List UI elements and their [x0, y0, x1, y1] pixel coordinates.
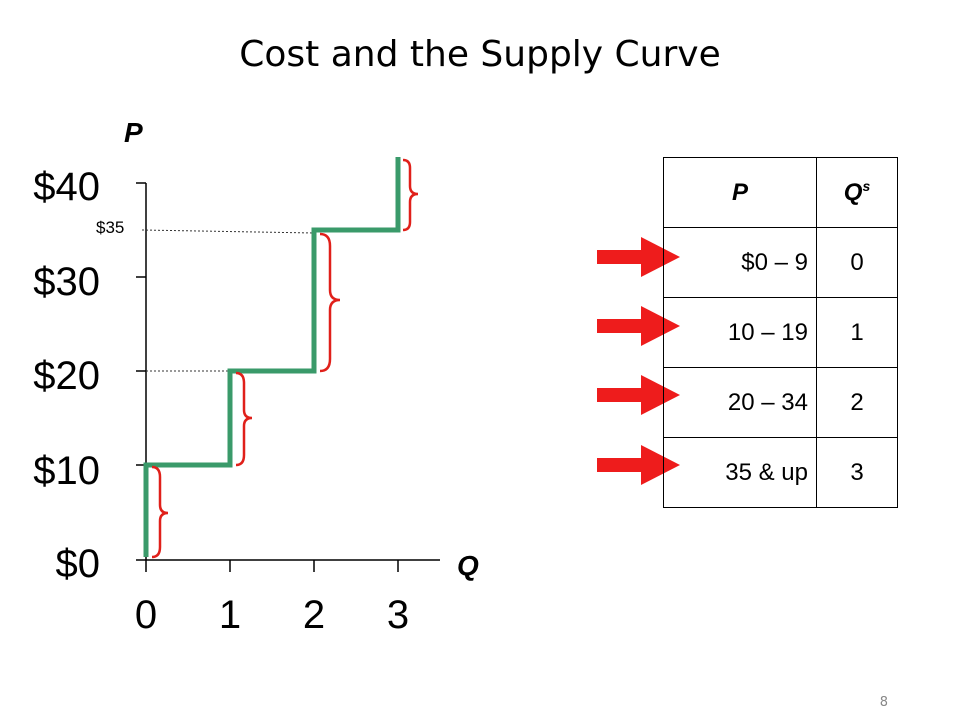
- table-row: 20 – 34 2: [663, 367, 898, 438]
- price-range-cell: $0 – 9: [663, 227, 817, 298]
- arrow-row-3: [597, 375, 680, 415]
- price-range-cell: 20 – 34: [663, 367, 817, 438]
- header-quantity-supplied: Qs: [816, 157, 898, 228]
- page-number: 8: [879, 695, 888, 710]
- x-tick-label-0: 0: [135, 593, 157, 637]
- price-35-label: $35: [96, 218, 124, 237]
- x-tick-label-2: 2: [303, 593, 325, 637]
- quantity-cell: 3: [816, 437, 898, 508]
- brace-1: [151, 465, 169, 559]
- brace-2: [235, 371, 253, 467]
- supply-curve: [143, 157, 401, 557]
- price-range-cell: 35 & up: [663, 437, 817, 508]
- header-quantity-sup: s: [862, 178, 871, 194]
- table-row: 10 – 19 1: [663, 297, 898, 368]
- header-quantity-label: Q: [843, 179, 863, 206]
- x-tick-label-1: 1: [219, 593, 241, 637]
- y-tick-label-30: $30: [33, 260, 100, 304]
- slide-title: Cost and the Supply Curve: [239, 34, 721, 75]
- quantity-cell: 0: [816, 227, 898, 298]
- price-range-cell: 10 – 19: [663, 297, 817, 368]
- supply-schedule-table: P Qs $0 – 9 0 10 – 19 1 20 – 34 2 35 & u…: [663, 157, 898, 508]
- x-tick-label-3: 3: [387, 593, 409, 637]
- y-tick-label-40: $40: [33, 165, 100, 209]
- table-header-row: P Qs: [663, 157, 898, 228]
- arrow-row-1: [597, 237, 680, 277]
- header-price: P: [663, 157, 817, 228]
- table-row: $0 – 9 0: [663, 227, 898, 298]
- guide-line-35: [141, 229, 315, 234]
- y-axis-label: P: [124, 117, 143, 148]
- y-tick-label-10: $10: [33, 449, 100, 493]
- arrow-row-2: [597, 306, 680, 346]
- brace-4: [402, 158, 419, 232]
- x-axis-label: Q: [457, 550, 479, 581]
- quantity-cell: 2: [816, 367, 898, 438]
- arrow-row-4: [597, 445, 680, 485]
- table-row: 35 & up 3: [663, 437, 898, 508]
- quantity-cell: 1: [816, 297, 898, 368]
- y-tick-label-0: $0: [56, 542, 101, 586]
- brace-3: [319, 232, 341, 373]
- y-tick-label-20: $20: [33, 354, 100, 398]
